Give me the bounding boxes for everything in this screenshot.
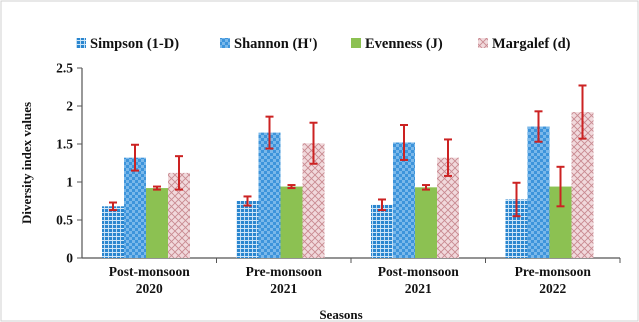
- y-axis-title: Diversity index values: [19, 102, 34, 224]
- legend-label-evenness-j: Evenness (J): [365, 36, 443, 52]
- bar-simpson-1-d: [371, 204, 393, 258]
- x-category-year: 2020: [136, 281, 163, 296]
- bar-evenness-j: [280, 186, 303, 258]
- bar-margalef-d: [571, 112, 594, 258]
- bar-simpson-1-d: [236, 201, 259, 258]
- bar-shannon-h: [393, 142, 415, 258]
- bar-shannon-h: [527, 126, 550, 259]
- bar-evenness-j: [415, 187, 437, 258]
- x-category-year: 2021: [405, 281, 432, 296]
- x-category-label: Pre-monsoon: [246, 264, 323, 279]
- x-category-label: Pre-monsoon: [515, 264, 592, 279]
- bar-margalef-d: [302, 143, 325, 258]
- bars: [102, 112, 594, 259]
- error-bars: [109, 84, 587, 218]
- x-category-label: Post-monsoon: [109, 264, 190, 279]
- legend-swatch-shannon-h: [220, 38, 230, 48]
- y-tick-label: 0: [66, 251, 73, 266]
- legend: Simpson (1-D) Shannon (H') Evenness (J) Mar…: [76, 36, 571, 52]
- bar-shannon-h: [124, 157, 146, 258]
- x-category-year: 2021: [270, 281, 297, 296]
- x-category-year: 2022: [539, 281, 566, 296]
- bar-simpson-1-d: [505, 199, 528, 258]
- legend-label-simpson-1-d: Simpson (1-D): [90, 36, 179, 52]
- x-category-label: Post-monsoon: [378, 264, 459, 279]
- y-tick-label: 1: [66, 175, 73, 190]
- legend-label-margalef-d: Margalef (d): [492, 36, 571, 52]
- bar-margalef-d: [437, 157, 459, 258]
- y-tick-label: 2: [66, 99, 73, 114]
- legend-swatch-margalef-d: [478, 38, 488, 48]
- bar-evenness-j: [549, 186, 572, 258]
- legend-swatch-evenness-j: [351, 38, 361, 48]
- bar-evenness-j: [146, 188, 168, 258]
- y-tick-label: 2.5: [56, 61, 73, 76]
- bar-margalef-d: [168, 172, 190, 258]
- y-tick-label: 1.5: [56, 137, 73, 152]
- bar-simpson-1-d: [102, 206, 124, 258]
- legend-label-shannon-h: Shannon (H'): [234, 36, 318, 52]
- y-tick-label: 0.5: [56, 213, 73, 228]
- bar-shannon-h: [258, 132, 281, 258]
- legend-swatch-simpson-1-d: [76, 38, 86, 48]
- x-axis-title: Seasons: [319, 307, 362, 322]
- axis-labels: Post-monsoon 2020 Pre-monsoon 2021 Post-mons…: [19, 102, 591, 322]
